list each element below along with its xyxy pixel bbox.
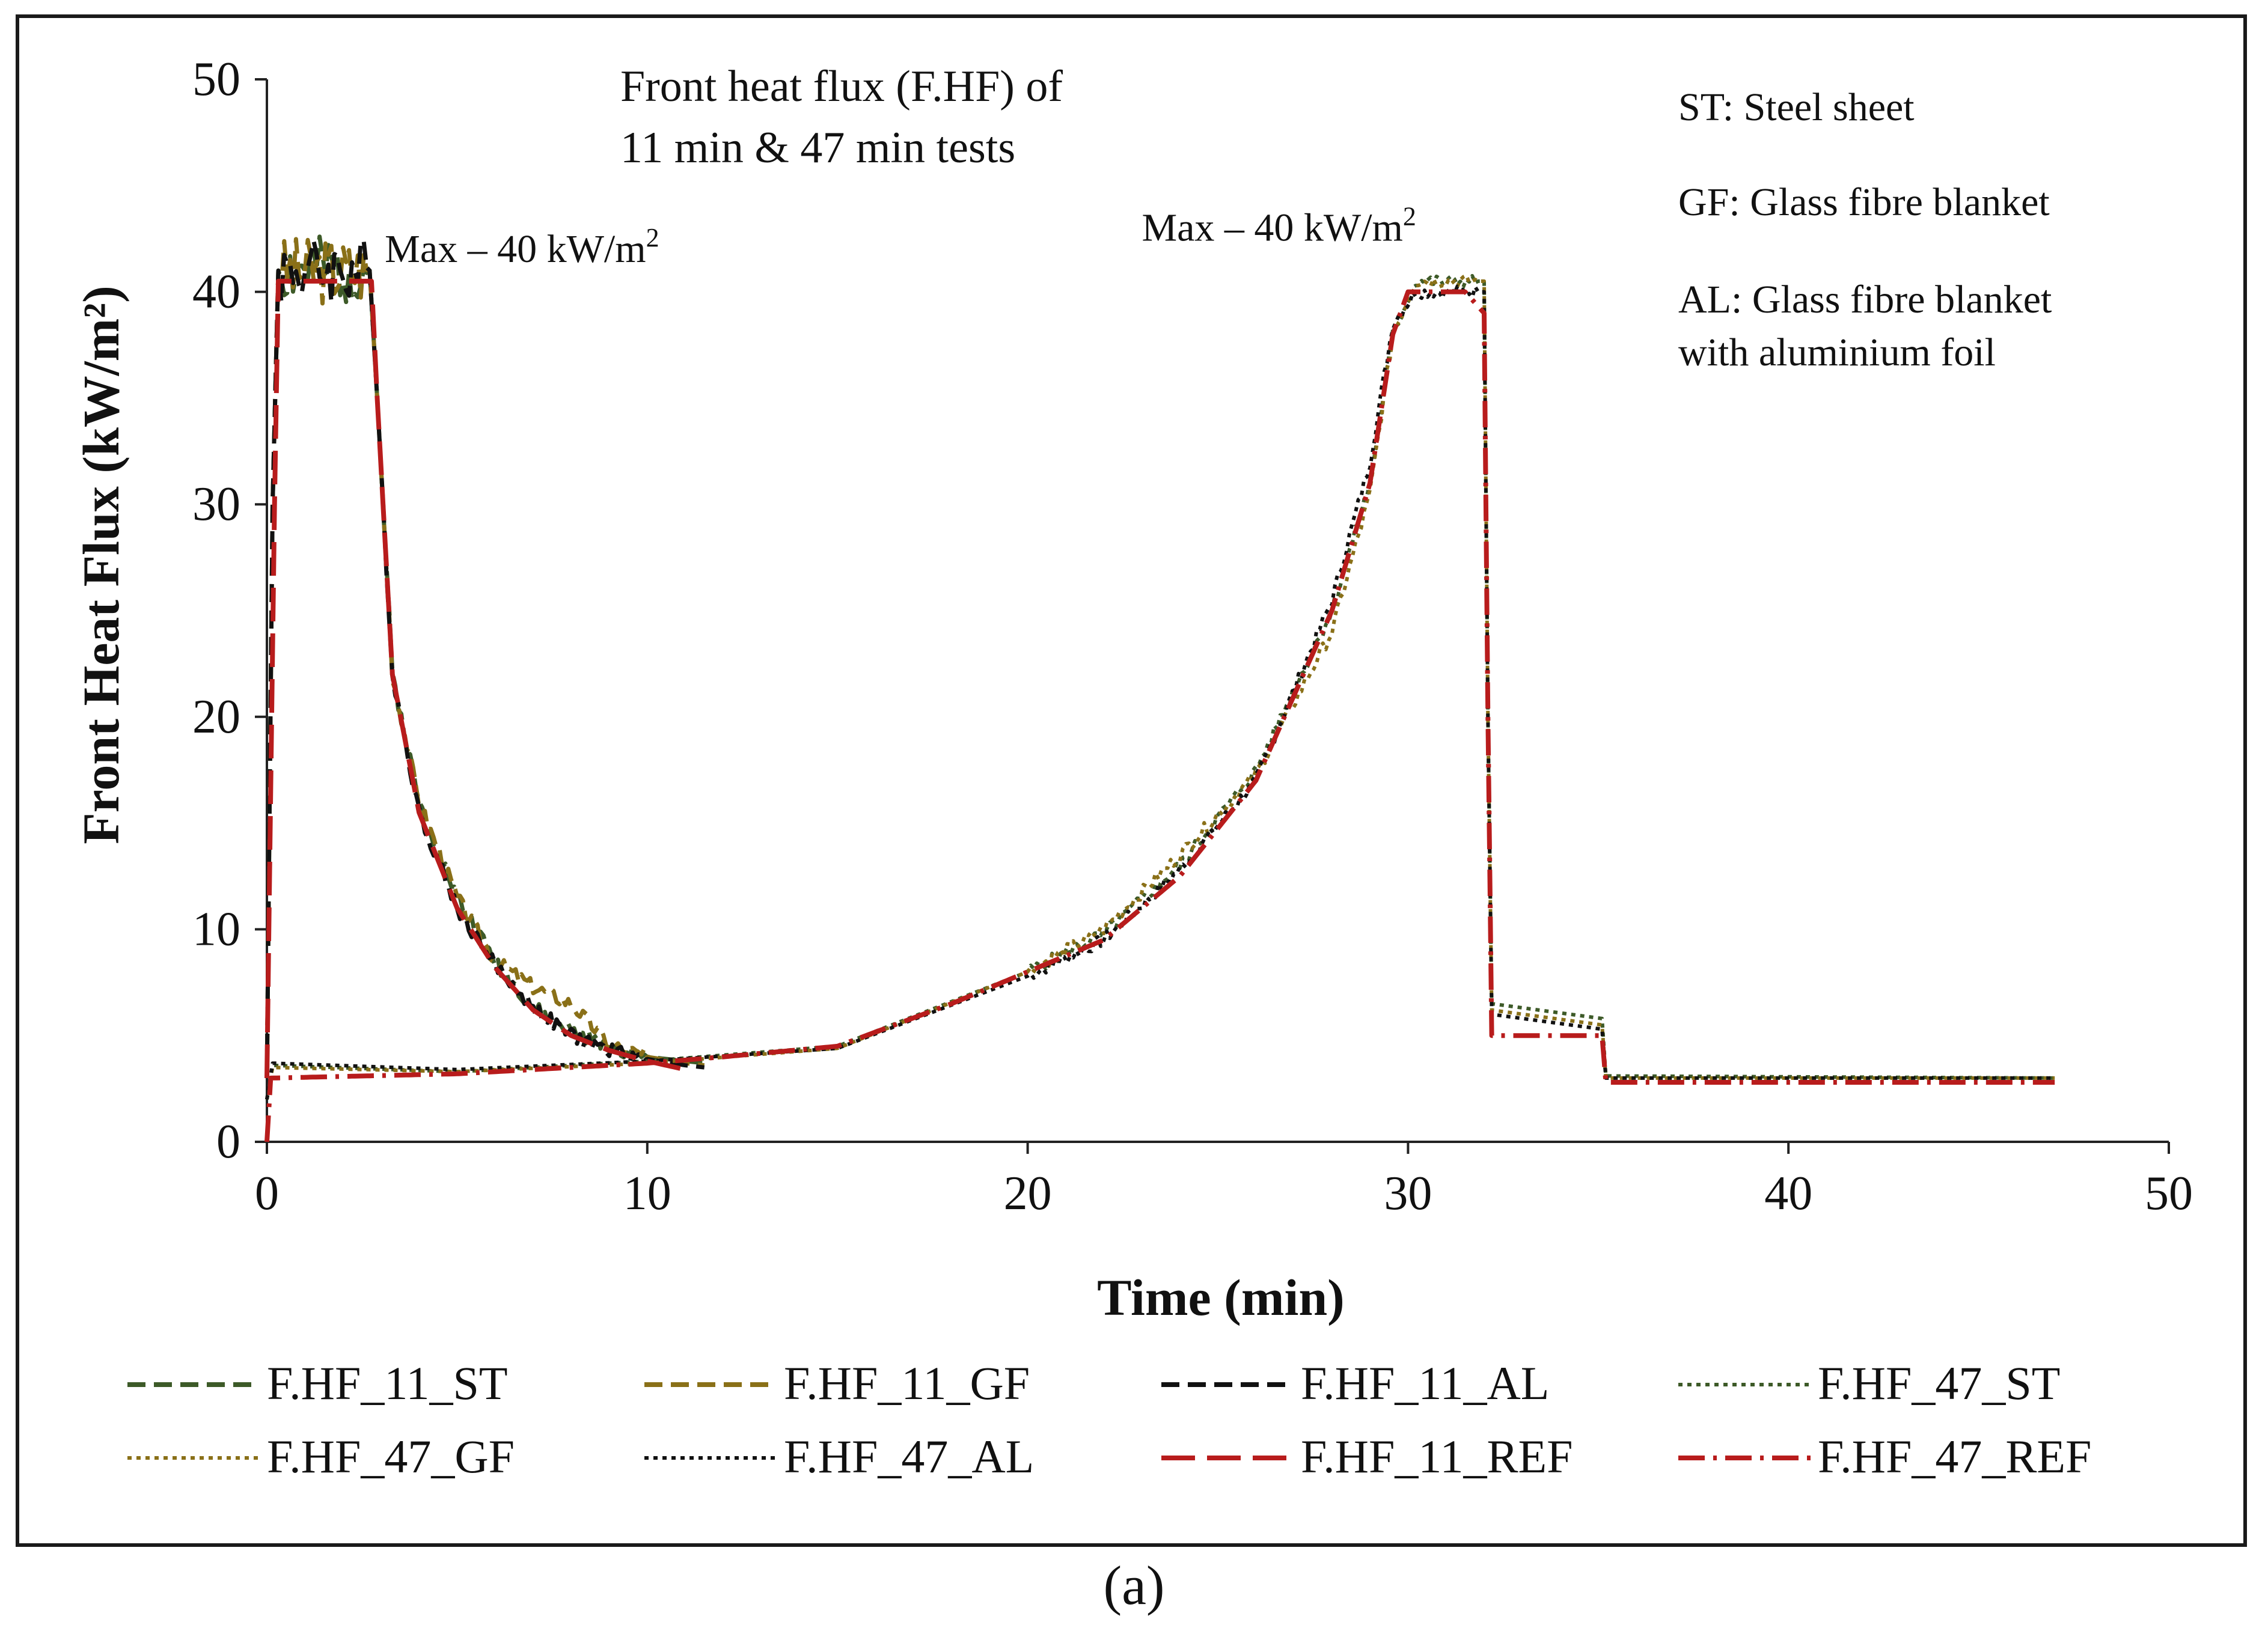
legend-label-F.HF_11_REF: F.HF_11_REF [1301, 1430, 1573, 1483]
legend-label-F.HF_47_ST: F.HF_47_ST [1818, 1357, 2060, 1409]
note-aluminium-1: AL: Glass fibre blanket [1678, 278, 2052, 322]
figure-caption: (a) [1103, 1555, 1165, 1616]
chart: 0 10 20 30 40 50 0 10 20 30 40 50 Front heat flux (… [72, 53, 2193, 1483]
x-tick-label-10: 10 [623, 1167, 671, 1220]
legend-item-F.HF_11_AL: F.HF_11_AL [1161, 1357, 1549, 1409]
max-annotation-2: Max – 40 kW/m2 [1142, 202, 1416, 250]
chart-text: Front heat flux (F.HF) of 11 min & 47 mi… [72, 62, 2052, 1326]
note-aluminium-2: with aluminium foil [1678, 331, 1996, 374]
series-F.HF_11_GF [264, 237, 705, 1078]
series-F.HF_47_REF [264, 289, 2055, 1142]
legend-item-F.HF_47_AL: F.HF_47_AL [644, 1430, 1034, 1483]
x-axis-label: Time (min) [1097, 1269, 1345, 1326]
max-annotation-1-text: Max – 40 kW/m [385, 227, 646, 271]
series-F.HF_47_ST [265, 273, 2055, 1100]
legend-item-F.HF_47_ST: F.HF_47_ST [1678, 1357, 2060, 1409]
series-lines [264, 234, 2055, 1142]
y-tick-label-20: 20 [192, 691, 240, 743]
legend-item-F.HF_11_ST: F.HF_11_ST [127, 1357, 507, 1409]
chart-title-line-1: Front heat flux (F.HF) of [620, 62, 1063, 111]
legend-label-F.HF_11_GF: F.HF_11_GF [784, 1357, 1030, 1409]
figure-frame: 0 10 20 30 40 50 0 10 20 30 40 50 Front heat flux (… [16, 14, 2247, 1547]
series-F.HF_47_AL [265, 284, 2055, 1100]
y-tick-label-10: 10 [192, 903, 240, 956]
series-F.HF_11_REF [264, 278, 686, 1078]
max-annotation-1-sup: 2 [646, 223, 659, 252]
legend-label-F.HF_47_AL: F.HF_47_AL [784, 1430, 1034, 1483]
chart-title-line-2: 11 min & 47 min tests [620, 123, 1015, 172]
legend-label-F.HF_47_REF: F.HF_47_REF [1818, 1430, 2091, 1483]
x-tick-label-40: 40 [1764, 1167, 1812, 1220]
x-tick-label-0: 0 [255, 1167, 279, 1220]
series-F.HF_47_GF [265, 273, 2055, 1100]
y-tick-label-0: 0 [216, 1115, 240, 1168]
series-F.HF_11_ST [264, 234, 705, 1078]
legend: F.HF_11_ST F.HF_11_GF F.HF_11_AL F.HF_47_ST… [127, 1357, 2091, 1483]
legend-label-F.HF_47_GF: F.HF_47_GF [267, 1430, 515, 1483]
axes: 0 10 20 30 40 50 0 10 20 30 40 50 [192, 53, 2193, 1220]
x-tick-label-20: 20 [1004, 1167, 1052, 1220]
y-axis-label: Front Heat Flux (kW/m²) [72, 285, 130, 844]
legend-item-F.HF_11_GF: F.HF_11_GF [644, 1357, 1030, 1409]
legend-label-F.HF_11_ST: F.HF_11_ST [267, 1357, 507, 1409]
max-annotation-2-text: Max – 40 kW/m [1142, 206, 1402, 250]
y-tick-label-40: 40 [192, 266, 240, 319]
note-glass-fibre: GF: Glass fibre blanket [1678, 180, 2050, 224]
legend-label-F.HF_11_AL: F.HF_11_AL [1301, 1357, 1549, 1409]
x-tick-label-30: 30 [1384, 1167, 1432, 1220]
note-steel: ST: Steel sheet [1678, 85, 1915, 129]
max-annotation-2-sup: 2 [1403, 202, 1416, 231]
max-annotation-1: Max – 40 kW/m2 [385, 223, 659, 271]
legend-item-F.HF_11_REF: F.HF_11_REF [1161, 1430, 1573, 1483]
x-tick-label-50: 50 [2145, 1167, 2193, 1220]
legend-item-F.HF_47_GF: F.HF_47_GF [127, 1430, 515, 1483]
y-tick-label-30: 30 [192, 478, 240, 531]
y-tick-label-50: 50 [192, 53, 240, 106]
legend-item-F.HF_47_REF: F.HF_47_REF [1678, 1430, 2091, 1483]
